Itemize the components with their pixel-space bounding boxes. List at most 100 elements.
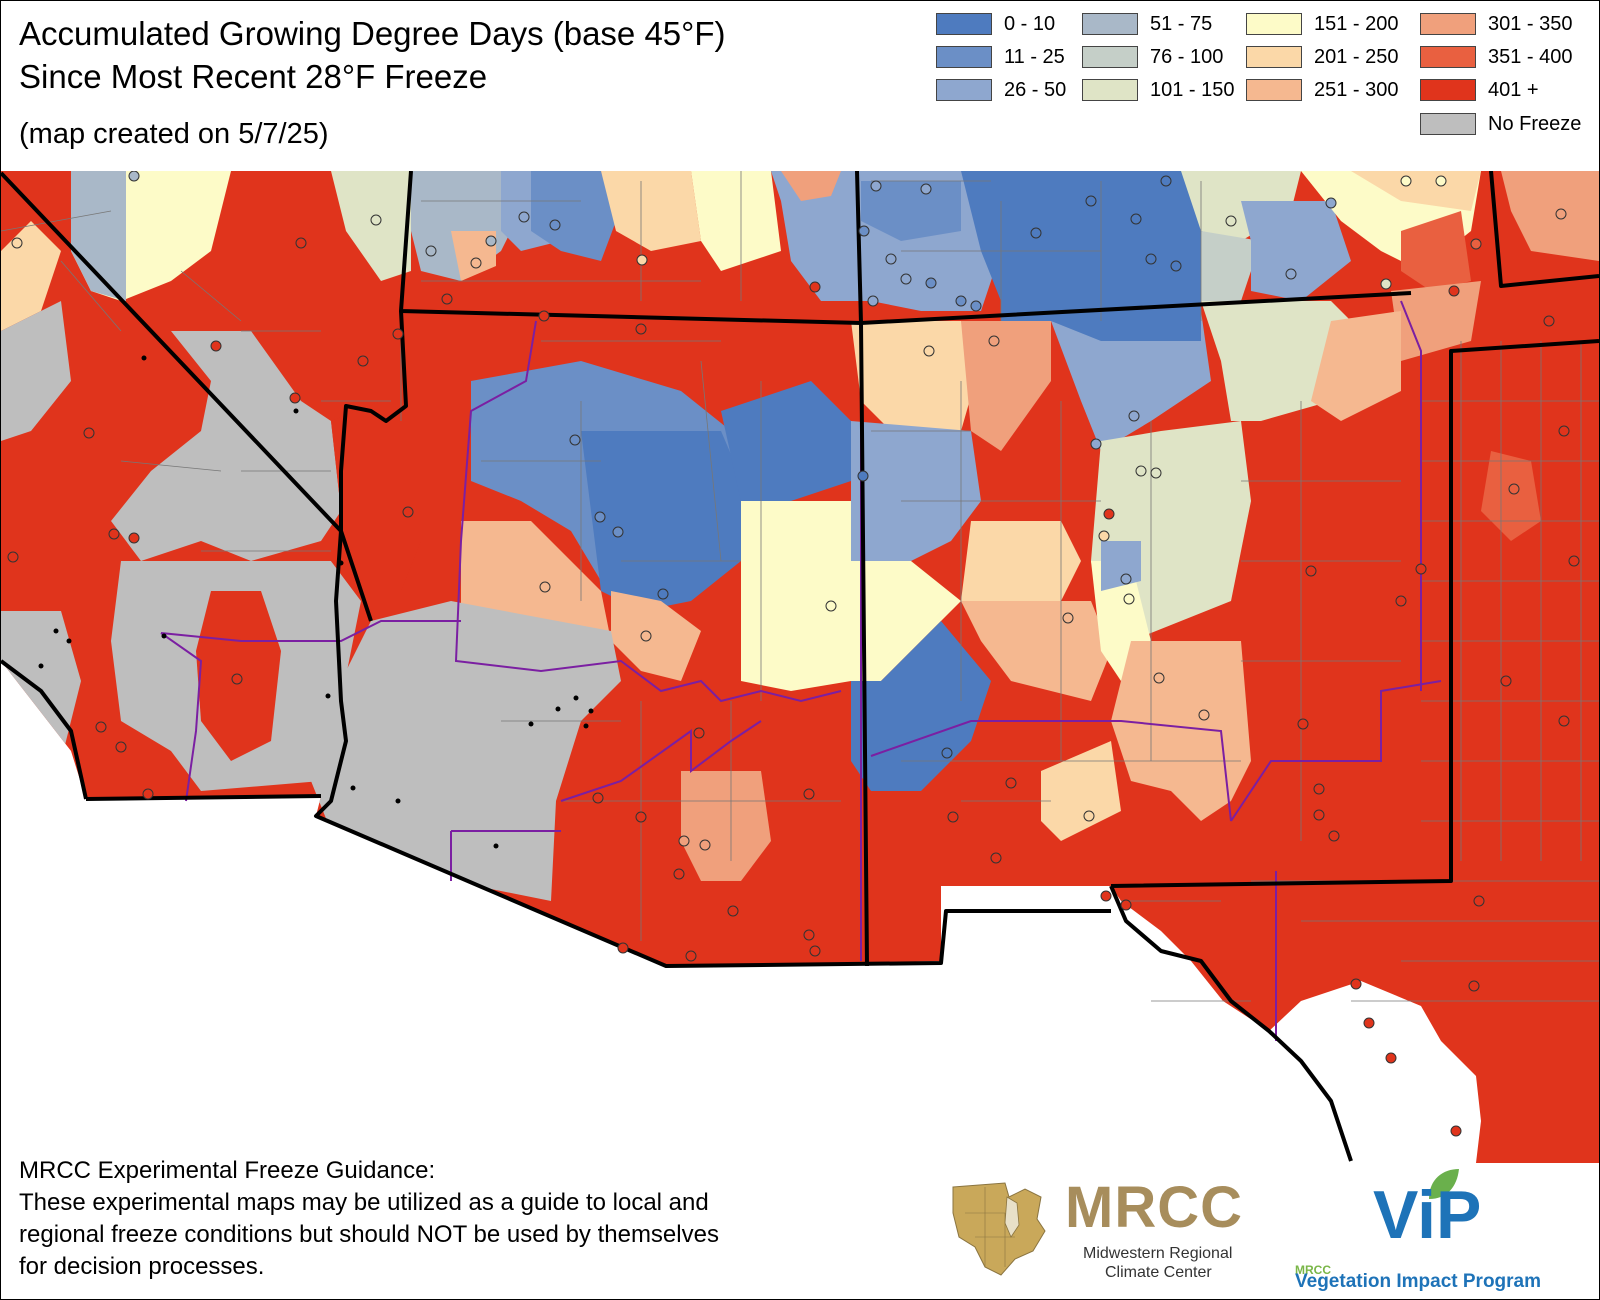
station-marker [1100, 890, 1112, 902]
vip-mrcc-small-label: MRCC [1295, 1263, 1331, 1277]
legend-swatch [1246, 79, 1302, 101]
legend-label: 26 - 50 [1004, 78, 1067, 101]
legend-label: 201 - 250 [1314, 45, 1399, 68]
station-marker [1225, 215, 1237, 227]
vip-wordmark: ViP [1373, 1177, 1482, 1253]
station-marker [1380, 278, 1392, 290]
station-marker [1120, 899, 1132, 911]
station-marker [142, 788, 154, 800]
gdd-zone [1, 221, 61, 331]
station-marker [1130, 213, 1142, 225]
station-marker [1083, 810, 1095, 822]
station-marker [1170, 260, 1182, 272]
gdd-zone [691, 171, 781, 271]
gdd-zone [1311, 311, 1401, 421]
station-marker [115, 741, 127, 753]
vip-program-name: Vegetation Impact Program [1295, 1271, 1542, 1292]
disclaimer-line: regional freeze conditions but should NO… [19, 1221, 719, 1248]
gdd-zone [1391, 281, 1481, 361]
station-marker [1470, 238, 1482, 250]
station-marker [1328, 830, 1340, 842]
station-marker [1128, 410, 1140, 422]
station-marker [295, 237, 307, 249]
station-marker [857, 470, 869, 482]
gdd-zone [601, 171, 701, 251]
legend-item-201-250: 201 - 250 [1246, 44, 1399, 70]
legend-item-151-200: 151 - 200 [1246, 11, 1399, 37]
legend-label: 251 - 300 [1314, 78, 1399, 101]
station-marker [1555, 208, 1567, 220]
station-marker [612, 526, 624, 538]
gdd-zone [961, 521, 1081, 621]
station-marker [1305, 565, 1317, 577]
station-marker [825, 600, 837, 612]
gdd-zone [1181, 171, 1301, 241]
legend-swatch [936, 79, 992, 101]
legend-item-351-400: 351 - 400 [1420, 44, 1573, 70]
station-marker [1415, 563, 1427, 575]
station-marker [1500, 675, 1512, 687]
legend-swatch [1420, 13, 1476, 35]
gdd-zone [581, 431, 751, 611]
legend-item-76-100: 76 - 100 [1082, 44, 1223, 70]
station-marker [988, 335, 1000, 347]
station-marker [370, 214, 382, 226]
legend-label: 11 - 25 [1004, 45, 1065, 68]
station-marker [1120, 573, 1132, 585]
station-marker [210, 340, 222, 352]
station-marker [640, 630, 652, 642]
legend-label: 0 - 10 [1004, 12, 1056, 35]
legend-swatch [936, 13, 992, 35]
station-marker [970, 300, 982, 312]
station-marker [1395, 595, 1407, 607]
station-marker [1150, 467, 1162, 479]
station-marker [128, 532, 140, 544]
station-marker [858, 225, 870, 237]
station-marker [108, 528, 120, 540]
legend-item-101-150: 101 - 150 [1082, 77, 1235, 103]
station-marker [636, 254, 648, 266]
legend-swatch [936, 46, 992, 68]
station-marker [673, 868, 685, 880]
station-marker [1508, 483, 1520, 495]
mrcc-wordmark: MRCC [1065, 1175, 1243, 1240]
legend-swatch [1246, 13, 1302, 35]
gdd-zone [1051, 311, 1211, 451]
legend-label: 101 - 150 [1150, 78, 1235, 101]
gdd-zone [331, 171, 411, 281]
station-marker [803, 788, 815, 800]
station-marker [95, 721, 107, 733]
station-marker [1090, 438, 1102, 450]
legend-label: 401 + [1488, 78, 1539, 101]
disclaimer-line: for decision processes. [19, 1253, 265, 1280]
station-marker [549, 219, 561, 231]
logos: MRCC Midwestern Regional Climate Center … [945, 1167, 1595, 1297]
gdd-zone [961, 601, 1111, 701]
legend-swatch [1420, 113, 1476, 135]
legend-item-11-25: 11 - 25 [936, 44, 1065, 70]
station-marker [231, 673, 243, 685]
station-marker [11, 237, 23, 249]
legend-item-26-50: 26 - 50 [936, 77, 1066, 103]
station-marker [392, 328, 404, 340]
station-marker [1400, 175, 1412, 187]
station-marker [289, 392, 301, 404]
gdd-zone [861, 181, 961, 241]
gdd-zone [1401, 211, 1471, 291]
gdd-zone [1, 301, 71, 441]
station-marker [1568, 555, 1580, 567]
disclaimer: MRCC Experimental Freeze Guidance: These… [19, 1155, 879, 1283]
station-marker [1297, 718, 1309, 730]
gdd-zone [741, 501, 851, 691]
station-marker [1098, 530, 1110, 542]
gdd-map [1, 171, 1599, 1163]
station-marker [485, 235, 497, 247]
station-marker [923, 345, 935, 357]
station-marker [955, 295, 967, 307]
station-marker [1313, 783, 1325, 795]
gdd-zone [1351, 171, 1481, 211]
gdd-zone [1241, 201, 1351, 301]
station-marker [7, 551, 19, 563]
station-marker [357, 355, 369, 367]
station-marker [657, 588, 669, 600]
